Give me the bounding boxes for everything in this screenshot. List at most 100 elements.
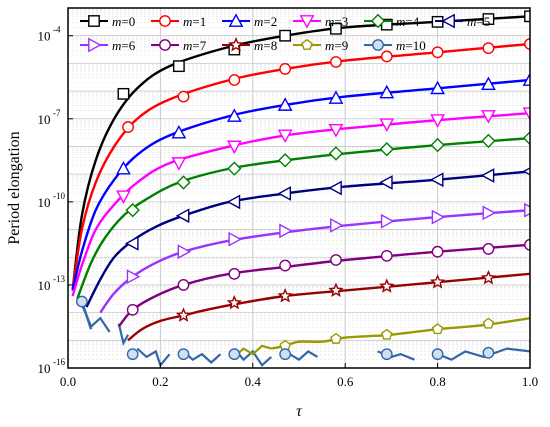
data-point (228, 74, 241, 86)
data-point (379, 84, 395, 99)
data-point (328, 180, 342, 196)
data-point (227, 161, 242, 176)
plot-frame (67, 7, 531, 369)
data-point (330, 332, 342, 344)
series-9 (271, 316, 530, 351)
data-point (481, 76, 496, 91)
data-point (379, 142, 394, 157)
data-point (430, 80, 445, 95)
legend-marker (88, 37, 102, 53)
legend-label: m=9 (325, 38, 348, 53)
noise-line (289, 350, 319, 362)
data-point (522, 107, 530, 121)
data-point (330, 218, 344, 233)
legend-marker (372, 39, 384, 51)
legend-marker (228, 36, 244, 52)
data-point (122, 121, 134, 133)
data-point (177, 279, 190, 291)
data-point (171, 157, 187, 171)
data-point (480, 269, 497, 285)
data-point (116, 190, 131, 204)
data-point (226, 294, 242, 310)
plot-area (68, 8, 530, 368)
legend-marker (299, 15, 315, 29)
data-point (176, 175, 191, 190)
noise-line (182, 350, 222, 364)
noise-line (233, 344, 272, 358)
legend-label: m=3 (325, 14, 348, 29)
data-point (328, 146, 344, 161)
noise-line (117, 323, 130, 347)
data-point (381, 328, 393, 340)
data-point (430, 114, 445, 128)
legend-marker (159, 15, 171, 27)
data-point (431, 245, 444, 258)
data-point (177, 90, 190, 103)
data-point (328, 123, 344, 138)
y-tick-label: 10 (38, 29, 51, 44)
data-point (482, 243, 495, 255)
data-point (175, 208, 190, 224)
series-line (271, 316, 530, 350)
series-line (127, 272, 530, 342)
data-point (226, 194, 241, 210)
data-point (481, 133, 496, 149)
legend-item: m=8 (222, 36, 277, 53)
data-point (279, 63, 292, 75)
y-tick-exponent: -7 (53, 108, 61, 118)
legend-marker (159, 39, 171, 51)
data-point (431, 209, 446, 225)
legend-item: m=3 (293, 14, 348, 29)
series-line (99, 208, 530, 314)
data-point (431, 348, 444, 361)
legend-item: m=0 (80, 14, 135, 29)
legend-label: m=2 (254, 14, 277, 29)
series-2 (71, 72, 530, 291)
noise-line (136, 347, 171, 368)
series-10 (75, 295, 495, 361)
data-point (380, 213, 395, 229)
data-point (279, 259, 292, 272)
data-point (171, 124, 187, 139)
x-tick-label: 0.8 (429, 374, 445, 389)
series-5 (85, 167, 530, 308)
legend-label: m=10 (396, 38, 426, 53)
legend-marker (370, 13, 386, 29)
x-tick-label: 0.6 (337, 374, 354, 389)
data-point (177, 348, 190, 361)
legend-item: m=10 (364, 38, 426, 53)
data-point (379, 175, 393, 190)
data-point (328, 90, 344, 104)
data-point (277, 153, 293, 168)
series-6 (99, 202, 530, 314)
legend-label: m=4 (396, 14, 420, 29)
data-point (482, 13, 495, 25)
y-tick-exponent: -10 (53, 191, 65, 201)
data-point (430, 137, 445, 153)
x-tick-label: 0.0 (60, 374, 76, 389)
data-point (228, 231, 242, 247)
legend-label: m=1 (183, 14, 206, 29)
legend-label: m=5 (467, 14, 490, 29)
data-point (522, 130, 530, 146)
data-point (277, 287, 293, 303)
data-point (380, 18, 393, 31)
series-1 (71, 38, 530, 291)
data-point (481, 110, 496, 124)
series-7 (117, 238, 530, 328)
data-point (482, 205, 497, 221)
y-tick-label: 10 (38, 278, 51, 293)
data-point (126, 348, 139, 361)
series-line (71, 42, 530, 291)
legend-label: m=7 (183, 38, 207, 53)
data-point (431, 46, 444, 59)
noise-line (437, 347, 530, 361)
data-point (482, 346, 495, 359)
legend: m=0 m=1 m=2 m=3 m=4 m=5 m=6 m=7 m=8 m=9 m=10 (80, 13, 490, 53)
data-point (277, 186, 292, 201)
data-point (228, 267, 241, 280)
series-line (71, 15, 530, 291)
data-point (279, 29, 292, 42)
